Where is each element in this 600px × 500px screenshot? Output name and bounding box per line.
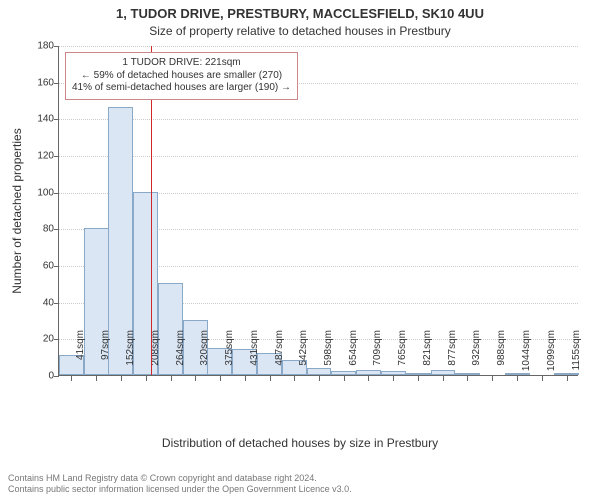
- xtick-label: 487sqm: [274, 330, 285, 380]
- annotation-line: 1 TUDOR DRIVE: 221sqm: [72, 57, 291, 70]
- x-axis-label: Distribution of detached houses by size …: [0, 436, 600, 450]
- xtick-label: 654sqm: [348, 330, 359, 380]
- xtick-mark: [245, 376, 246, 381]
- xtick-label: 932sqm: [471, 330, 482, 380]
- xtick-label: 431sqm: [249, 330, 260, 380]
- xtick-label: 877sqm: [447, 330, 458, 380]
- ytick-mark: [54, 193, 59, 194]
- ytick-label: 20: [24, 334, 54, 345]
- ytick-label: 140: [24, 114, 54, 125]
- ytick-mark: [54, 339, 59, 340]
- chart-title-main: 1, TUDOR DRIVE, PRESTBURY, MACCLESFIELD,…: [0, 6, 600, 21]
- xtick-label: 1044sqm: [521, 330, 532, 380]
- attribution-line1: Contains HM Land Registry data © Crown c…: [8, 473, 352, 485]
- xtick-label: 97sqm: [100, 330, 111, 380]
- ytick-label: 60: [24, 261, 54, 272]
- ytick-mark: [54, 156, 59, 157]
- ytick-mark: [54, 303, 59, 304]
- xtick-label: 821sqm: [422, 330, 433, 380]
- xtick-label: 709sqm: [372, 330, 383, 380]
- xtick-mark: [171, 376, 172, 381]
- xtick-label: 542sqm: [298, 330, 309, 380]
- xtick-label: 598sqm: [323, 330, 334, 380]
- xtick-mark: [146, 376, 147, 381]
- xtick-mark: [220, 376, 221, 381]
- xtick-mark: [344, 376, 345, 381]
- xtick-label: 375sqm: [224, 330, 235, 380]
- gridline: [59, 156, 578, 157]
- xtick-label: 765sqm: [397, 330, 408, 380]
- xtick-mark: [319, 376, 320, 381]
- xtick-label: 41sqm: [75, 330, 86, 380]
- ytick-label: 160: [24, 77, 54, 88]
- xtick-mark: [96, 376, 97, 381]
- xtick-mark: [467, 376, 468, 381]
- xtick-mark: [195, 376, 196, 381]
- xtick-mark: [270, 376, 271, 381]
- attribution-line2: Contains public sector information licen…: [8, 484, 352, 496]
- ytick-mark: [54, 119, 59, 120]
- annotation-line: 41% of semi-detached houses are larger (…: [72, 82, 291, 95]
- xtick-mark: [393, 376, 394, 381]
- annotation-line: ← 59% of detached houses are smaller (27…: [72, 70, 291, 83]
- xtick-label: 1099sqm: [546, 330, 557, 380]
- ytick-label: 100: [24, 187, 54, 198]
- ytick-label: 180: [24, 41, 54, 52]
- ytick-label: 0: [24, 371, 54, 382]
- ytick-label: 80: [24, 224, 54, 235]
- chart-container: { "title": { "main": "1, TUDOR DRIVE, PR…: [0, 0, 600, 500]
- ytick-label: 120: [24, 151, 54, 162]
- ytick-mark: [54, 46, 59, 47]
- xtick-mark: [567, 376, 568, 381]
- xtick-label: 152sqm: [125, 330, 136, 380]
- xtick-label: 988sqm: [496, 330, 507, 380]
- ytick-mark: [54, 376, 59, 377]
- xtick-mark: [492, 376, 493, 381]
- ytick-mark: [54, 83, 59, 84]
- xtick-mark: [368, 376, 369, 381]
- chart-title-sub: Size of property relative to detached ho…: [0, 24, 600, 38]
- ytick-mark: [54, 266, 59, 267]
- ytick-label: 40: [24, 297, 54, 308]
- xtick-mark: [71, 376, 72, 381]
- attribution-text: Contains HM Land Registry data © Crown c…: [8, 473, 352, 496]
- y-axis-label: Number of detached properties: [10, 128, 24, 293]
- gridline: [59, 46, 578, 47]
- xtick-label: 1155sqm: [571, 330, 582, 380]
- xtick-mark: [443, 376, 444, 381]
- xtick-mark: [418, 376, 419, 381]
- xtick-label: 264sqm: [175, 330, 186, 380]
- xtick-mark: [517, 376, 518, 381]
- xtick-mark: [294, 376, 295, 381]
- xtick-mark: [121, 376, 122, 381]
- gridline: [59, 119, 578, 120]
- xtick-label: 320sqm: [199, 330, 210, 380]
- xtick-mark: [542, 376, 543, 381]
- ytick-mark: [54, 229, 59, 230]
- annotation-box: 1 TUDOR DRIVE: 221sqm← 59% of detached h…: [65, 52, 298, 100]
